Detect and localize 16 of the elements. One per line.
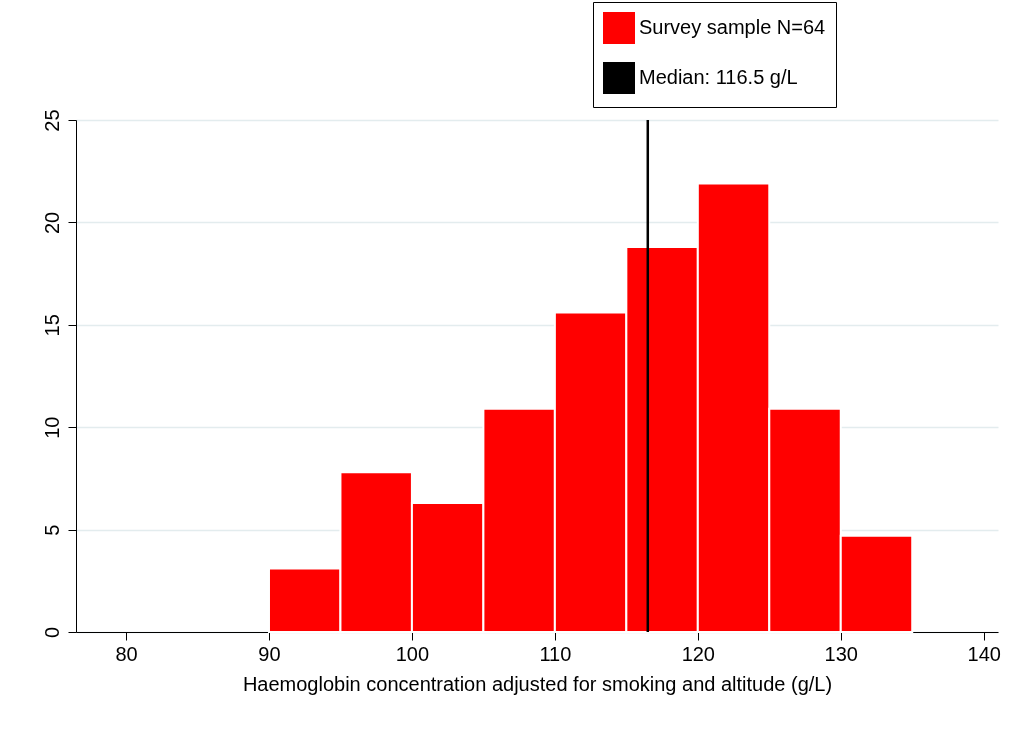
y-tick-label: 25 [40,109,63,132]
x-axis-title: Haemoglobin concentration adjusted for smoking and altitude (g/L) [242,672,833,695]
x-tick-label: 130 [824,642,858,665]
x-tick-label: 120 [681,642,715,665]
y-tick-label: 20 [40,211,63,235]
y-tick-label: 15 [40,314,63,337]
x-tick-label: 80 [115,642,138,665]
y-tick-label: 10 [40,416,63,439]
y-tick-label: 0 [40,626,63,639]
x-tick-label: 100 [395,642,430,665]
x-tick-label: 90 [258,642,281,665]
legend-label: Median: 116.5 g/L [639,66,798,88]
y-tick-label: 5 [40,524,63,536]
x-tick-label: 110 [539,642,572,665]
legend-label: Survey sample N=64 [639,16,826,38]
x-tick-label: 140 [967,642,1001,665]
